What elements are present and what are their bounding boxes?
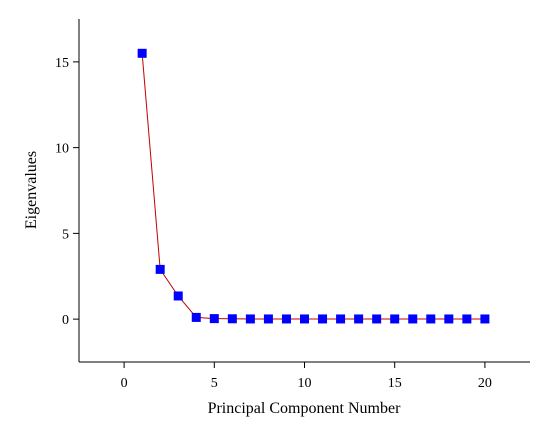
x-tick-label: 0 (121, 376, 128, 391)
data-point (444, 314, 454, 324)
data-point (408, 314, 418, 324)
data-point (318, 314, 328, 324)
data-point (281, 314, 291, 324)
data-point (263, 314, 273, 324)
data-point (173, 291, 183, 301)
data-point (354, 314, 364, 324)
data-point (372, 314, 382, 324)
data-point (336, 314, 346, 324)
y-tick-label: 15 (55, 56, 69, 71)
series-lines (141, 53, 485, 320)
data-point (426, 314, 436, 324)
x-ticks: 0 5 10 15 20 (121, 362, 492, 391)
data-point (137, 48, 147, 58)
y-tick-label: 10 (55, 142, 69, 157)
data-point (390, 314, 400, 324)
data-point (300, 314, 309, 324)
data-point (245, 314, 255, 324)
x-tick-label: 15 (388, 376, 402, 391)
data-point (155, 264, 165, 274)
data-point (227, 314, 237, 324)
y-axis-title: Eigenvalues (23, 151, 40, 229)
series-line-segment (141, 53, 161, 270)
data-point (209, 314, 219, 324)
y-tick-label: 0 (62, 313, 69, 328)
x-tick-label: 5 (211, 376, 218, 391)
data-point (191, 312, 201, 322)
x-axis-title: Principal Component Number (208, 400, 402, 417)
x-tick-label: 10 (298, 376, 312, 391)
y-tick-label: 5 (62, 227, 69, 242)
y-ticks: 0 5 10 15 (55, 56, 79, 328)
data-point (480, 314, 490, 324)
series-points (137, 48, 490, 324)
plot-frame (78, 19, 530, 363)
data-point (462, 314, 472, 324)
x-tick-label: 20 (478, 376, 492, 391)
